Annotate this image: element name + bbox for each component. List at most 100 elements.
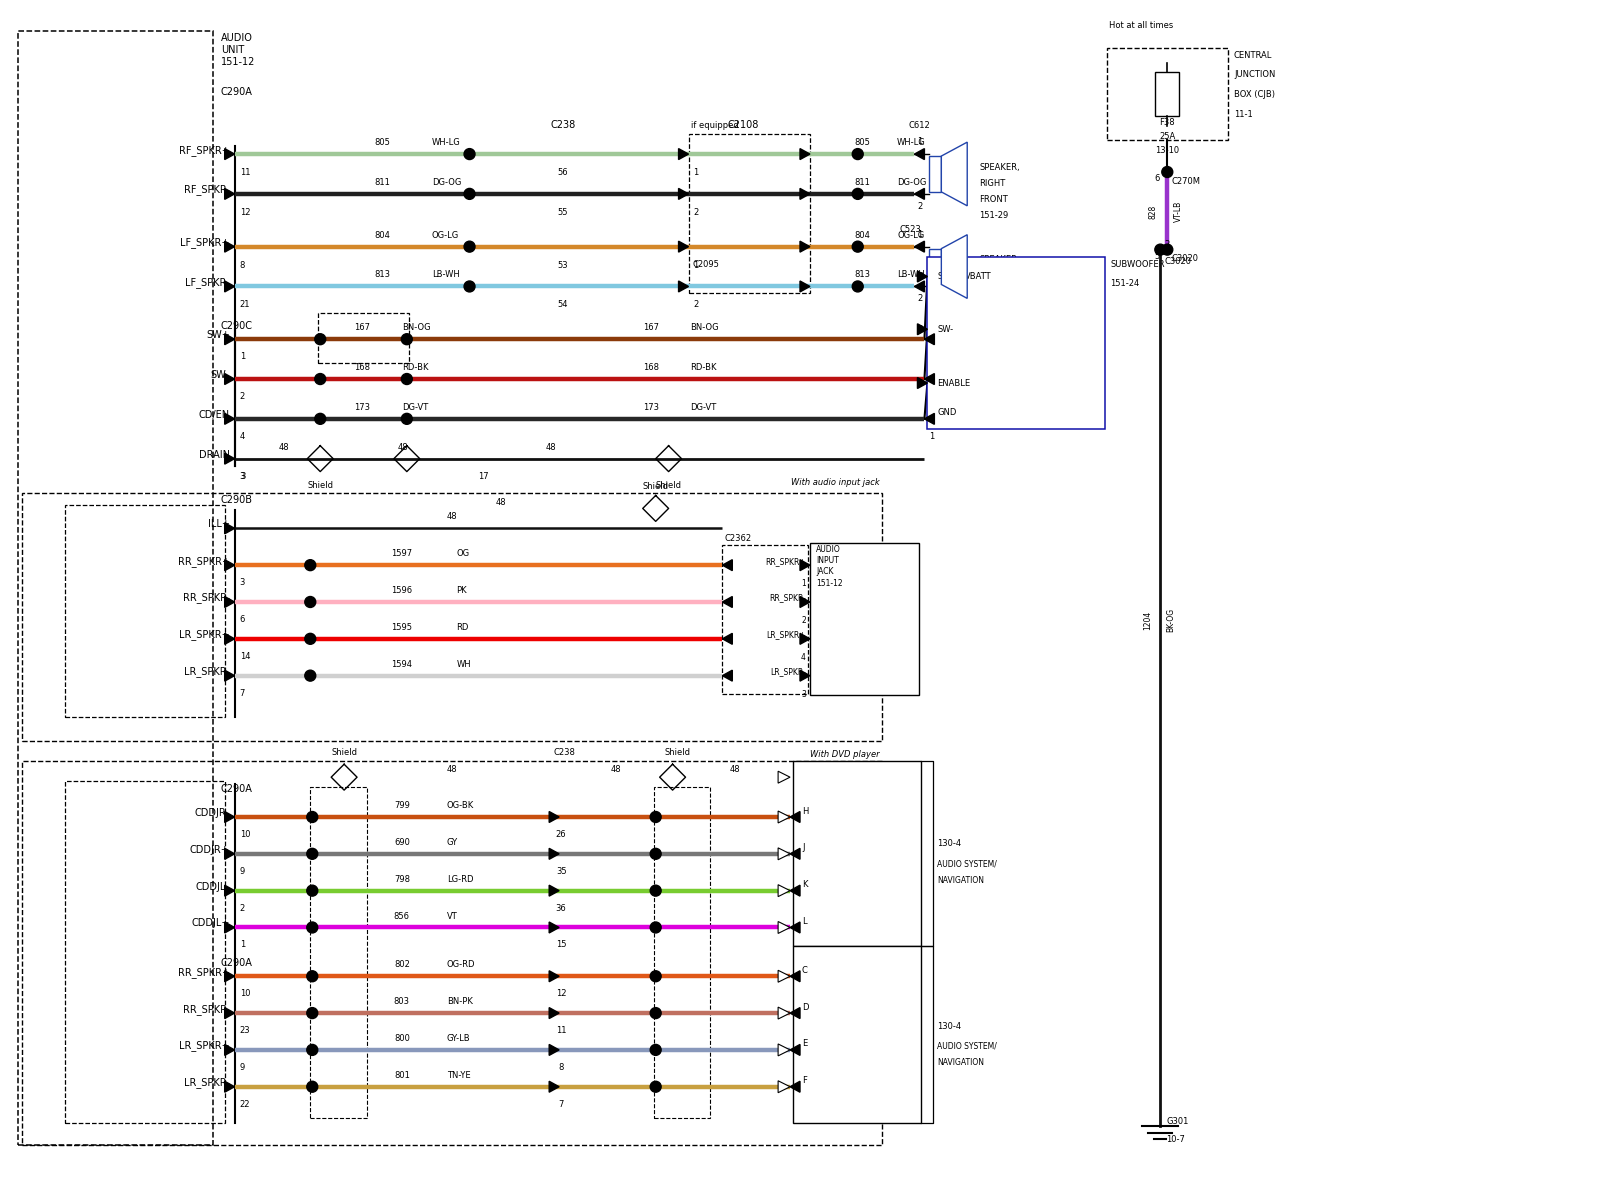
Text: CDDJR+: CDDJR+: [190, 845, 230, 854]
Bar: [318, 313, 410, 364]
Bar: [688, 134, 810, 294]
Polygon shape: [224, 241, 235, 252]
Text: GY-LB: GY-LB: [446, 1034, 470, 1043]
Bar: [66, 781, 224, 1122]
Circle shape: [464, 149, 475, 160]
Text: RR_SPKR-: RR_SPKR-: [182, 593, 230, 604]
Text: JUNCTION: JUNCTION: [1234, 71, 1275, 79]
Text: 167: 167: [643, 323, 659, 332]
Bar: [722, 545, 808, 694]
Circle shape: [464, 188, 475, 199]
Text: 48: 48: [278, 443, 290, 451]
Text: 55: 55: [558, 208, 568, 217]
Text: 1595: 1595: [392, 623, 413, 632]
Text: 168: 168: [354, 364, 370, 372]
Text: 6: 6: [240, 614, 245, 624]
Text: C2095: C2095: [693, 259, 720, 269]
Polygon shape: [224, 811, 235, 822]
Text: LG-RD: LG-RD: [446, 875, 474, 883]
Text: 11: 11: [555, 1026, 566, 1036]
Polygon shape: [549, 971, 558, 982]
Text: BK-OG: BK-OG: [1166, 608, 1176, 632]
Text: C3020: C3020: [1165, 257, 1192, 265]
Text: 151-29: 151-29: [979, 211, 1008, 221]
Text: 168: 168: [643, 364, 659, 372]
Text: C238: C238: [550, 120, 576, 130]
Text: 26: 26: [555, 830, 566, 839]
Text: 1: 1: [917, 378, 923, 388]
Text: VT-LB: VT-LB: [1174, 202, 1184, 222]
Polygon shape: [722, 670, 733, 682]
Text: WH: WH: [456, 660, 472, 668]
Circle shape: [306, 634, 315, 644]
Text: 804: 804: [374, 230, 390, 240]
Text: C: C: [802, 966, 808, 974]
Text: F38: F38: [1160, 119, 1174, 127]
Text: C290B: C290B: [221, 496, 253, 505]
Text: 1: 1: [693, 260, 699, 270]
Text: G: G: [802, 764, 808, 774]
Polygon shape: [224, 670, 235, 682]
Text: L: L: [802, 917, 806, 926]
Text: OG: OG: [456, 550, 470, 558]
Text: SPEAKER,: SPEAKER,: [979, 256, 1019, 264]
Polygon shape: [915, 188, 925, 199]
Text: 10: 10: [240, 830, 250, 839]
Text: OG-RD: OG-RD: [446, 960, 475, 970]
Polygon shape: [224, 848, 235, 859]
Circle shape: [402, 334, 413, 344]
Bar: [928, 257, 1104, 428]
Circle shape: [315, 334, 326, 344]
Text: 15: 15: [555, 941, 566, 949]
Circle shape: [650, 886, 661, 896]
Text: RD-BK: RD-BK: [691, 364, 717, 372]
Polygon shape: [224, 523, 235, 534]
Polygon shape: [778, 1007, 790, 1019]
Circle shape: [650, 848, 661, 859]
Text: F: F: [802, 1076, 806, 1085]
Circle shape: [402, 373, 413, 384]
Text: 3: 3: [240, 578, 245, 587]
Text: With audio input jack: With audio input jack: [790, 478, 880, 487]
Bar: [22, 761, 882, 1146]
Text: DG-VT: DG-VT: [691, 403, 717, 412]
Text: OG-LG: OG-LG: [432, 230, 459, 240]
Bar: [1155, 72, 1179, 116]
Bar: [66, 505, 224, 718]
Text: BN-OG: BN-OG: [691, 323, 718, 332]
Text: WH-LG: WH-LG: [898, 138, 926, 148]
Text: DRAIN: DRAIN: [198, 450, 230, 460]
Bar: [810, 544, 920, 695]
Text: 11-1: 11-1: [1234, 110, 1253, 119]
Circle shape: [1162, 244, 1173, 256]
Text: 828: 828: [1149, 205, 1157, 218]
Bar: [310, 787, 366, 1117]
Text: 2: 2: [693, 208, 699, 217]
Text: C2362: C2362: [725, 534, 752, 544]
Text: 12: 12: [555, 989, 566, 998]
Text: SW+: SW+: [938, 272, 958, 281]
Polygon shape: [800, 188, 810, 199]
Text: 813: 813: [854, 270, 870, 280]
Text: FRONT: FRONT: [979, 196, 1008, 204]
Polygon shape: [915, 281, 925, 292]
Text: RR_SPKR+: RR_SPKR+: [765, 557, 806, 565]
Text: K: K: [802, 880, 808, 889]
Polygon shape: [941, 142, 968, 206]
Polygon shape: [549, 848, 558, 859]
Text: 17: 17: [478, 472, 488, 480]
Text: LR_SPKR-: LR_SPKR-: [184, 1078, 230, 1088]
Text: 12: 12: [240, 208, 250, 217]
Circle shape: [307, 971, 318, 982]
Text: 25A: 25A: [1158, 132, 1176, 142]
Polygon shape: [549, 811, 558, 822]
Text: CENTRAL: CENTRAL: [1234, 50, 1272, 60]
Text: 10: 10: [240, 989, 250, 998]
Polygon shape: [790, 922, 800, 932]
Text: NAVIGATION: NAVIGATION: [938, 1058, 984, 1067]
Polygon shape: [790, 1008, 800, 1019]
Text: OG-BK: OG-BK: [446, 802, 474, 810]
Text: FRONT: FRONT: [979, 288, 1008, 296]
Text: 813: 813: [374, 270, 390, 280]
Polygon shape: [778, 922, 790, 934]
